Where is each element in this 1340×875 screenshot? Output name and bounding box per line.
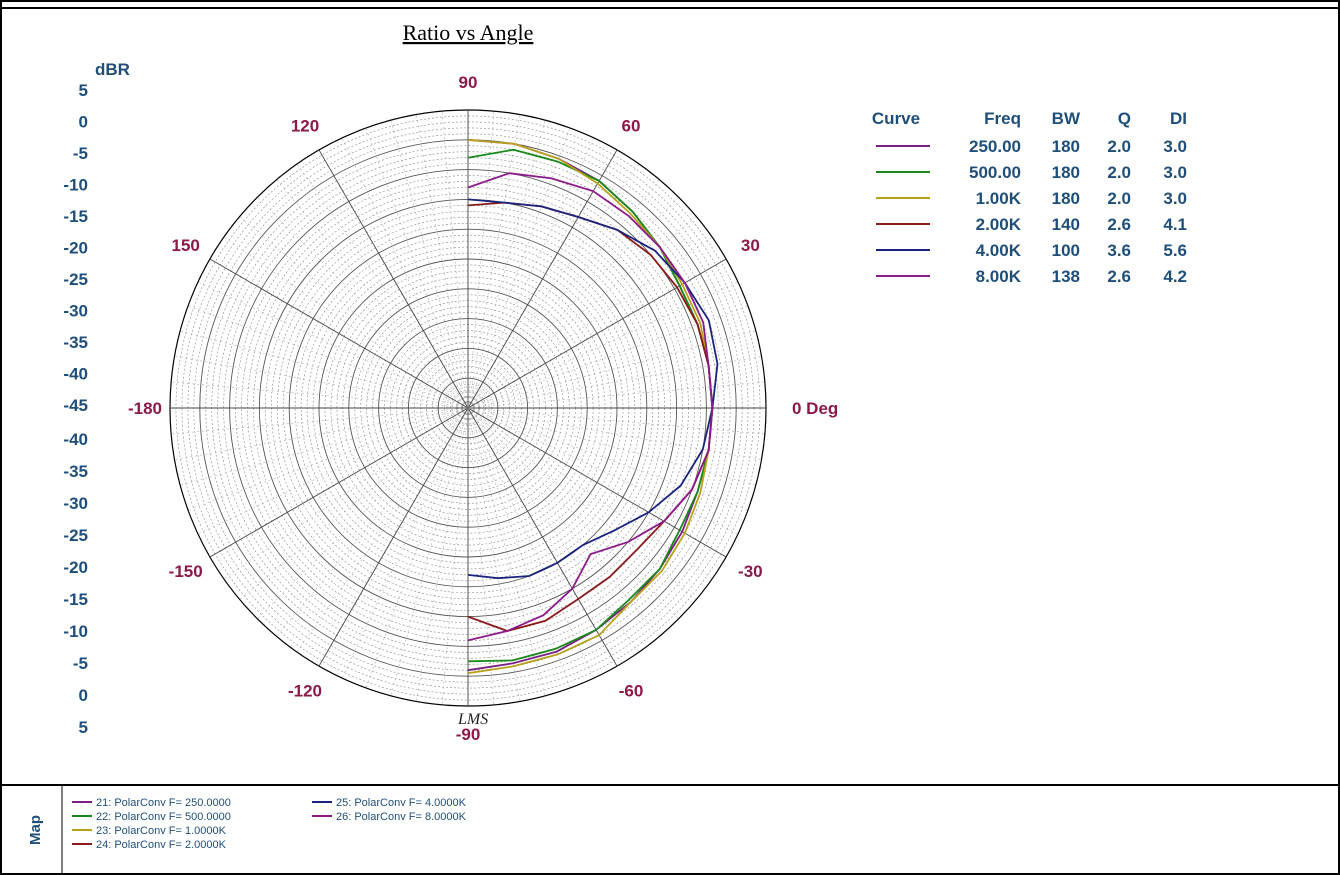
legend-header: Freq <box>984 109 1021 128</box>
radial-tick-label: -25 <box>63 270 88 289</box>
radial-tick-label: -30 <box>63 302 88 321</box>
legend-cell: 140 <box>1052 215 1080 234</box>
grid-spoke <box>467 407 727 558</box>
legend-cell: 180 <box>1052 189 1080 208</box>
legend-cell: 3.6 <box>1107 241 1131 260</box>
angle-label: -60 <box>619 681 644 700</box>
radial-tick-label: -5 <box>73 144 88 163</box>
radial-tick-label: 5 <box>79 81 88 100</box>
angle-labels: 90 60 120 30 150 0 Deg -180 -30 -150 -60 -120 -90 <box>128 73 838 744</box>
legend-cell: 2.0 <box>1107 137 1131 156</box>
legend-cell: 1.00K <box>976 189 1022 208</box>
map-item-label: 26: PolarConv F= 8.0000K <box>336 811 467 823</box>
angle-label: 30 <box>741 236 760 255</box>
legend-cell: 138 <box>1052 267 1080 286</box>
radial-tick-label: -20 <box>63 558 88 577</box>
angle-label: -180 <box>128 399 162 418</box>
curve-8-00K <box>467 172 714 642</box>
angle-label: -120 <box>288 681 322 700</box>
angle-label: -150 <box>169 562 203 581</box>
legend-cell: 100 <box>1052 241 1080 260</box>
legend-cell: 3.0 <box>1163 163 1187 182</box>
polar-grid <box>169 109 767 707</box>
legend-cell: 3.0 <box>1163 189 1187 208</box>
angle-label: -90 <box>456 725 481 744</box>
radial-tick-label: -15 <box>63 590 88 609</box>
angle-label: 120 <box>291 117 319 136</box>
radial-tick-label: 0 <box>79 113 88 132</box>
polar-curves <box>467 138 719 675</box>
radial-tick-label: -15 <box>63 207 88 226</box>
legend-cell: 2.6 <box>1107 215 1131 234</box>
radial-tick-label: -5 <box>73 654 88 673</box>
legend-cell: 4.00K <box>976 241 1022 260</box>
legend-cell: 5.6 <box>1163 241 1187 260</box>
radial-tick-label: 0 <box>79 686 88 705</box>
radial-tick-label: -20 <box>63 239 88 258</box>
grid-spoke <box>467 258 727 409</box>
legend-cell: 8.00K <box>976 267 1022 286</box>
legend-cell: 4.1 <box>1163 215 1187 234</box>
grid-spoke <box>209 407 469 558</box>
map-item-label: 21: PolarConv F= 250.0000 <box>96 797 231 809</box>
radial-tick-label: -25 <box>63 526 88 545</box>
radial-tick-label: 5 <box>79 718 88 737</box>
handwritten-signature: LMS <box>457 711 488 728</box>
radial-tick-label: -40 <box>63 365 88 384</box>
angle-label: 0 Deg <box>792 399 838 418</box>
radial-unit-label: dBR <box>95 60 130 79</box>
legend-cell: 3.0 <box>1163 137 1187 156</box>
angle-label: 90 <box>459 73 478 92</box>
legend-cell: 2.6 <box>1107 267 1131 286</box>
legend-header: DI <box>1170 109 1187 128</box>
legend-cell: 2.0 <box>1107 163 1131 182</box>
legend-cell: 250.00 <box>969 137 1021 156</box>
legend-cell: 180 <box>1052 163 1080 182</box>
grid-spoke <box>467 407 618 667</box>
radial-tick-label: -30 <box>63 494 88 513</box>
grid-spoke <box>318 407 469 667</box>
legend-cell: 180 <box>1052 137 1080 156</box>
map-title: Map <box>27 815 44 845</box>
legend-header: BW <box>1052 109 1081 128</box>
radial-tick-label: -10 <box>63 176 88 195</box>
radial-tick-label: -40 <box>63 430 88 449</box>
angle-label: 60 <box>622 117 641 136</box>
radial-tick-label: -10 <box>63 622 88 641</box>
grid-spoke <box>318 149 469 409</box>
radial-tick-label: -35 <box>63 462 88 481</box>
legend-header: Curve <box>872 109 920 128</box>
angle-label: 150 <box>171 236 199 255</box>
grid-spoke <box>209 258 469 409</box>
map-item-label: 22: PolarConv F= 500.0000 <box>96 811 231 823</box>
chart-title: Ratio vs Angle <box>403 20 534 45</box>
legend-cell: 2.0 <box>1107 189 1131 208</box>
legend-cell: 4.2 <box>1163 267 1187 286</box>
legend-cell: 500.00 <box>969 163 1021 182</box>
legend-cell: 2.00K <box>976 215 1022 234</box>
map-legend: 21: PolarConv F= 250.0000 22: PolarConv F… <box>72 797 467 851</box>
legend-header: Q <box>1118 109 1131 128</box>
map-item-label: 24: PolarConv F= 2.0000K <box>96 839 227 851</box>
grid-spoke <box>467 149 618 409</box>
radial-tick-label: -45 <box>63 396 88 415</box>
radial-tick-label: -35 <box>63 333 88 352</box>
map-item-label: 25: PolarConv F= 4.0000K <box>336 797 467 809</box>
angle-label: -30 <box>738 562 763 581</box>
map-item-label: 23: PolarConv F= 1.0000K <box>96 825 227 837</box>
curve-legend: Curve Freq BW Q DI 250.00 180 2.0 3.0 500.00 180 2.… <box>872 109 1187 286</box>
radial-scale-labels: 5 0 -5 -10 -15 -20 -25 -30 -35 -40 -45 -40 -35 -30 -25… <box>63 81 88 737</box>
